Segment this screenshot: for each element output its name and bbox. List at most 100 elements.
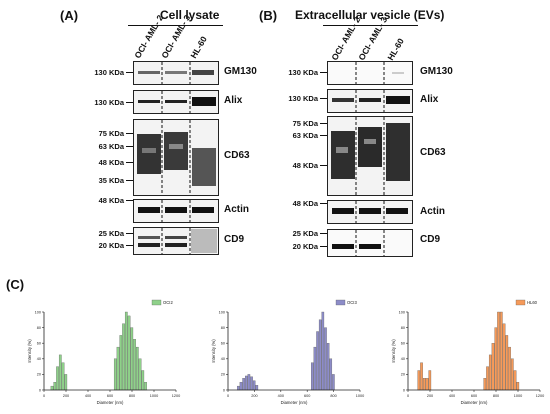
marker-tick (320, 203, 327, 204)
histogram-bar (311, 362, 314, 391)
y-axis-label: Intensity (%) (391, 339, 396, 363)
histogram-bar (252, 380, 256, 391)
y-tick-label: 60 (37, 342, 41, 346)
band (332, 208, 354, 214)
histogram-bar (255, 385, 259, 391)
marker-label: 130 KDa (288, 94, 318, 103)
band (165, 207, 187, 213)
blot-bands (332, 90, 410, 112)
histogram-bar (144, 382, 147, 391)
marker-tick (320, 165, 327, 166)
band (392, 72, 404, 74)
band (336, 147, 348, 153)
x-tick-label: 800 (129, 394, 135, 398)
histogram-bar (247, 374, 251, 391)
histogram-bar (505, 335, 509, 391)
histogram-bar (250, 376, 253, 391)
band (138, 207, 160, 213)
marker-label: 25 KDa (98, 229, 124, 238)
histogram-bar (53, 382, 57, 391)
x-tick-label: 400 (85, 394, 91, 398)
x-tick-label: 600 (107, 394, 113, 398)
blot-bands (137, 120, 216, 195)
histogram-oci3-svg: 0 200 400 600 800 1000 0 20 40 60 80 100 Diameter (n… (211, 299, 364, 405)
x-tick-label: 200 (251, 394, 257, 398)
y-tick-label: 40 (221, 357, 225, 361)
blot-bands (138, 62, 214, 84)
histogram-bar (50, 385, 54, 391)
histogram-bar (417, 370, 421, 391)
panel-b-title-underline (323, 25, 418, 26)
blot-bands (138, 91, 216, 113)
x-tick-label: 0 (407, 394, 409, 398)
marker-tick (320, 135, 327, 136)
histogram-bar (332, 374, 335, 391)
band (386, 96, 410, 104)
marker-label: 48 KDa (98, 158, 124, 167)
y-tick-label: 100 (399, 310, 405, 314)
histogram-bar (491, 343, 495, 391)
band (138, 243, 160, 247)
panel-a-title-underline (128, 25, 223, 26)
blot-actin-b (327, 200, 413, 224)
histogram-bar (510, 358, 514, 391)
protein-label-alix-a: Alix (224, 95, 243, 106)
histogram-bar (486, 366, 489, 391)
x-tick-label: 600 (471, 394, 477, 398)
protein-label-gm130-a: GM130 (224, 66, 257, 77)
marker-label: 130 KDa (94, 98, 124, 107)
blot-alix-b (327, 89, 413, 113)
y-tick-label: 40 (37, 357, 41, 361)
histogram-bar (425, 378, 429, 391)
panel-b-title: Extracellular vesicle (EVs) (295, 8, 445, 22)
legend-swatch (515, 299, 526, 306)
x-tick-label: 1000 (356, 394, 364, 398)
band (359, 244, 381, 249)
legend-label: HL60 (527, 300, 538, 305)
panel-b-label: (B) (259, 8, 278, 23)
y-tick-label: 0 (403, 388, 405, 392)
y-tick-label: 60 (221, 342, 225, 346)
x-axis-label: Diameter (nm) (97, 400, 124, 405)
blot-cd63-b (327, 116, 413, 196)
x-tick-label: 1000 (514, 394, 522, 398)
marker-tick (126, 162, 133, 163)
histogram-bar (58, 354, 62, 391)
y-tick-label: 0 (39, 388, 41, 392)
band (142, 148, 156, 153)
protein-label-cd63-b: CD63 (420, 147, 446, 158)
y-axis-label: Intensity (%) (27, 339, 32, 363)
protein-label-actin-a: Actin (224, 204, 249, 215)
marker-label: 130 KDa (94, 68, 124, 77)
histogram-bar (64, 374, 68, 391)
y-tick-label: 20 (221, 373, 225, 377)
histogram-bar (237, 385, 240, 391)
histogram-bar (113, 358, 117, 391)
histogram-bar (242, 378, 245, 391)
histogram-bar (122, 323, 125, 391)
band (138, 236, 160, 239)
histogram-bar (119, 335, 123, 391)
marker-tick (126, 102, 133, 103)
histogram-bar (488, 354, 492, 391)
x-tick-label: 600 (304, 394, 310, 398)
marker-tick (126, 245, 133, 246)
panel-a-lane-label: HL-60 (188, 34, 209, 60)
band (191, 229, 217, 253)
histogram-bar (116, 346, 120, 391)
histogram-bar (513, 370, 517, 391)
band (165, 236, 187, 239)
protein-label-cd9-a: CD9 (224, 234, 245, 245)
histogram-bar (508, 346, 511, 391)
protein-label-cd63-a: CD63 (224, 150, 250, 161)
blot-gm130-a (133, 61, 219, 85)
band (165, 243, 187, 247)
histogram-oci2-svg: 0 200 400 600 800 1000 1200 0 20 40 60 80 100 Diamete… (27, 299, 180, 405)
marker-tick (126, 133, 133, 134)
histogram-oci3: 0 200 400 600 800 1000 0 20 40 60 80 100 Diameter (n… (184, 290, 370, 409)
blot-bands (332, 230, 385, 256)
protein-label-cd9-b: CD9 (420, 234, 441, 245)
legend-label: OCI3 (347, 300, 357, 305)
marker-label: 35 KDa (98, 176, 124, 185)
x-tick-label: 800 (330, 394, 336, 398)
